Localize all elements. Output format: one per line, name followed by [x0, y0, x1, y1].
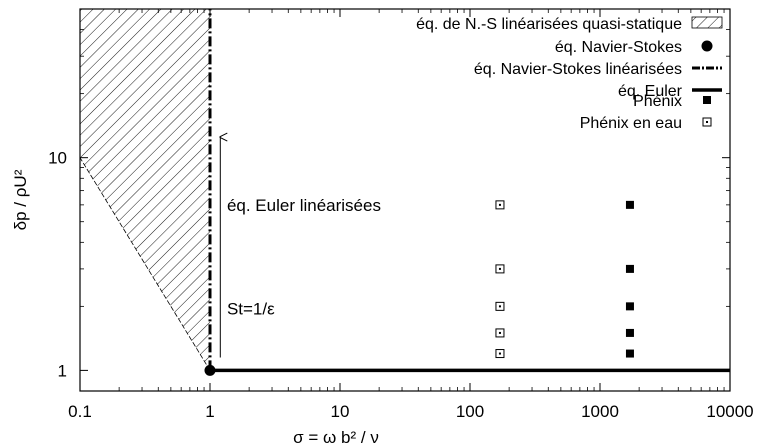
navier-stokes-point — [204, 364, 216, 376]
annotation-euler-linearized: éq. Euler linéarisées — [227, 196, 381, 215]
phenix-point — [625, 349, 634, 358]
x-tick-label: 10000 — [706, 402, 753, 421]
phenix-point — [625, 200, 634, 209]
phenix-water-point-dot — [498, 331, 501, 334]
phenix-water-point-dot — [498, 267, 501, 270]
phenix-water-point-dot — [498, 203, 501, 206]
quasi-static-region — [80, 9, 210, 371]
x-tick-label: 0.1 — [68, 402, 92, 421]
lines-layer — [208, 9, 730, 373]
legend-label: éq. Navier-Stokes linéarisées — [474, 61, 682, 78]
phenix-point — [625, 264, 634, 273]
x-tick-label: 1 — [205, 402, 214, 421]
phenix-water-point-dot — [498, 305, 501, 308]
legend-swatch-hatch — [691, 16, 723, 29]
x-tick-label: 100 — [456, 402, 484, 421]
legend-label: Phénix — [633, 93, 682, 110]
quasi-static-boundary-line — [80, 157, 211, 371]
phenix-point — [625, 328, 634, 337]
y-tick-label: 10 — [48, 149, 67, 168]
annotation-layer: éq. Euler linéarisées St=1/ε — [220, 137, 381, 358]
x-tick-label: 1000 — [581, 402, 619, 421]
legend: éq. de N.-S linéarisées quasi-statique éq… — [416, 16, 723, 132]
phenix-water-point-dot — [498, 352, 501, 355]
phenix-point — [625, 302, 634, 311]
plot-frame — [79, 8, 731, 392]
legend-label: éq. Navier-Stokes — [555, 39, 682, 56]
points-layer — [204, 200, 634, 376]
x-tick-label: 10 — [331, 402, 350, 421]
legend-label: éq. de N.-S linéarisées quasi-statique — [416, 16, 682, 33]
y-tick-label: 1 — [58, 361, 67, 380]
annotation-strouhal: St=1/ε — [227, 300, 275, 319]
quasi-static-region-layer — [80, 9, 211, 371]
legend-swatch-filled-square — [703, 96, 711, 104]
legend-label: éq. Euler — [618, 83, 683, 100]
x-axis-title: σ = ω b² / ν — [293, 428, 379, 447]
y-axis-title: δp / ρU² — [11, 169, 30, 230]
legend-label: Phénix en eau — [580, 115, 682, 132]
legend-swatch-circle — [701, 40, 713, 52]
ticks-layer: 0.1 1 10 100 1000 10000 1 10 — [48, 9, 754, 421]
legend-swatch-open-square-dot — [706, 121, 708, 123]
